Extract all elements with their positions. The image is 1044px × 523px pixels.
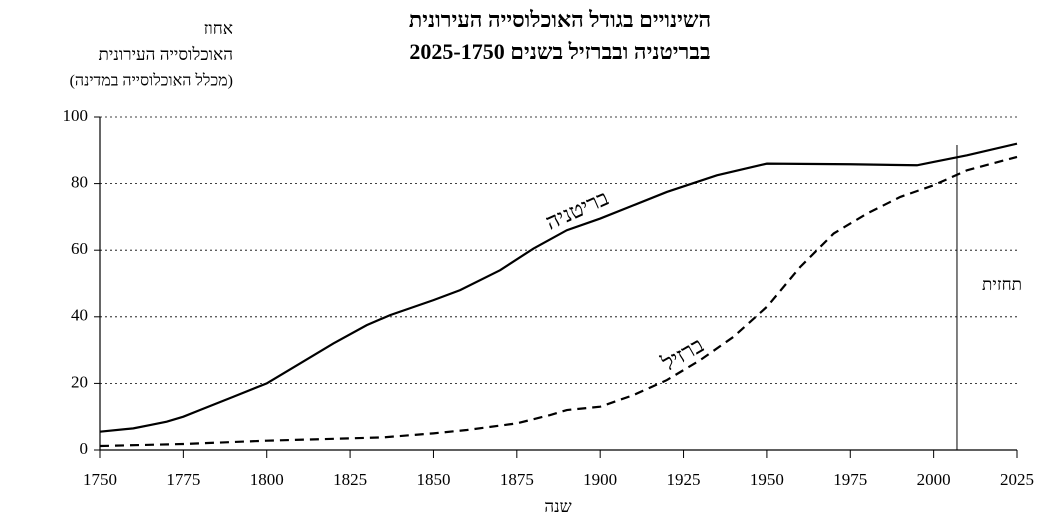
chart-title: השינויים בגודל האוכלוסייה העירונית [409, 7, 711, 32]
x-tick-label: 1775 [166, 470, 200, 489]
x-tick-label: 1925 [667, 470, 701, 489]
y-axis-label: (מכלל האוכלוסייה במדינה) [70, 72, 233, 90]
y-axis-label: האוכלוסייה העירונית [99, 45, 233, 64]
x-tick-label: 1900 [583, 470, 617, 489]
series-line [99, 142, 1018, 433]
x-tick-label: 2025 [1000, 470, 1034, 489]
x-tick-label: 1825 [333, 470, 367, 489]
x-tick-label: 1850 [416, 470, 450, 489]
x-axis-label: שנה [544, 497, 571, 516]
x-tick-label: 2000 [917, 470, 951, 489]
x-tick-label: 1800 [250, 470, 284, 489]
x-tick-label: 1975 [833, 470, 867, 489]
x-tick-label: 1875 [500, 470, 534, 489]
y-tick-label: 100 [63, 106, 89, 125]
y-tick-label: 60 [71, 239, 88, 258]
y-tick-label: 40 [71, 306, 88, 325]
series-line [99, 155, 1018, 448]
x-tick-label: 1950 [750, 470, 784, 489]
series-label: ברזיל [657, 332, 708, 376]
y-tick-label: 20 [71, 372, 88, 391]
y-axis-label: אחוז [204, 19, 233, 38]
y-tick-label: 0 [80, 439, 89, 458]
y-tick-label: 80 [71, 173, 88, 192]
forecast-label: תחזית [982, 275, 1022, 294]
chart-title: בבריטניה ובברזיל בשנים 2025-1750 [409, 39, 710, 64]
x-tick-label: 1750 [83, 470, 117, 489]
